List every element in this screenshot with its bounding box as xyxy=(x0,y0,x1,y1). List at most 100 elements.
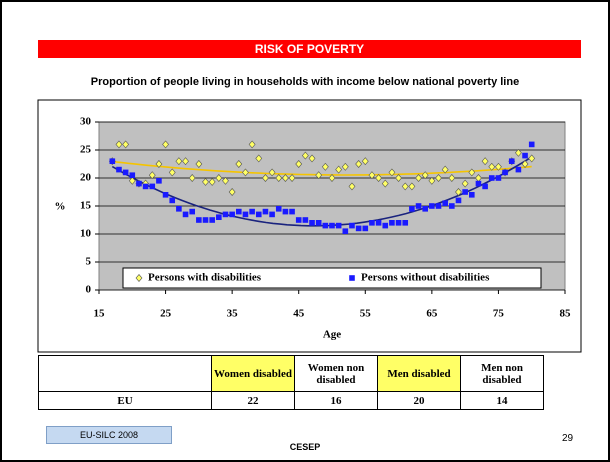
marker xyxy=(262,174,269,182)
trend-line xyxy=(112,160,532,176)
marker xyxy=(402,220,409,226)
marker xyxy=(448,174,456,182)
table-header: Men non disabled xyxy=(460,355,544,392)
marker xyxy=(455,188,462,196)
marker xyxy=(428,176,436,185)
marker xyxy=(196,217,202,223)
data-table: Women disabled Women non disabled Men di… xyxy=(38,355,544,410)
marker xyxy=(202,177,209,186)
marker xyxy=(248,140,256,149)
y-axis-label: % xyxy=(55,201,66,213)
x-tick-label: 45 xyxy=(293,308,305,320)
marker xyxy=(488,162,496,171)
marker xyxy=(255,211,262,218)
marker xyxy=(355,225,362,232)
marker xyxy=(168,168,176,177)
source-box: EU-SILC 2008 xyxy=(46,426,172,444)
marker xyxy=(115,140,123,149)
marker xyxy=(435,203,442,209)
marker xyxy=(182,211,189,218)
marker xyxy=(209,217,215,223)
marker xyxy=(375,220,382,226)
x-tick-label: 25 xyxy=(160,308,172,320)
marker xyxy=(149,183,156,190)
marker xyxy=(521,160,529,168)
marker xyxy=(495,162,502,171)
y-tick-label: 15 xyxy=(80,200,92,212)
marker xyxy=(208,177,216,186)
row-label: EU xyxy=(38,391,212,410)
marker xyxy=(442,200,448,206)
marker xyxy=(162,192,169,198)
marker xyxy=(222,211,229,218)
marker xyxy=(481,157,489,166)
marker xyxy=(449,203,455,209)
marker xyxy=(362,225,369,232)
page-number: 29 xyxy=(562,433,574,444)
marker xyxy=(295,160,303,168)
y-tick-label: 10 xyxy=(80,228,92,240)
legend-marker xyxy=(135,274,143,282)
marker xyxy=(469,192,475,198)
marker xyxy=(236,208,242,215)
table-header: Men disabled xyxy=(377,355,461,392)
marker xyxy=(315,220,322,226)
marker xyxy=(282,174,289,182)
marker xyxy=(389,220,395,226)
marker xyxy=(515,148,522,157)
marker xyxy=(189,208,195,215)
marker xyxy=(275,206,282,212)
marker xyxy=(375,174,382,182)
marker xyxy=(215,174,223,182)
trend-line xyxy=(111,156,533,227)
marker xyxy=(528,154,536,163)
marker xyxy=(136,180,142,187)
y-tick-label: 30 xyxy=(80,116,92,128)
y-tick-label: 25 xyxy=(80,144,92,156)
table-cell: 20 xyxy=(377,391,461,410)
y-tick-label: 20 xyxy=(80,172,92,184)
table-cell: 14 xyxy=(460,391,544,410)
marker xyxy=(515,166,522,173)
marker xyxy=(315,171,323,180)
marker xyxy=(235,160,243,168)
x-tick-label: 35 xyxy=(227,308,239,320)
marker xyxy=(321,162,329,171)
marker xyxy=(229,211,235,218)
marker xyxy=(156,178,162,184)
marker xyxy=(395,174,402,182)
marker xyxy=(328,174,336,182)
x-tick-label: 75 xyxy=(493,308,505,320)
marker xyxy=(381,179,389,188)
x-tick-label: 65 xyxy=(426,308,438,320)
marker xyxy=(302,217,309,223)
marker xyxy=(415,203,422,209)
marker xyxy=(162,140,169,149)
marker xyxy=(401,182,409,191)
marker xyxy=(242,211,249,218)
marker xyxy=(228,188,236,196)
marker xyxy=(175,157,183,166)
table-cell: 22 xyxy=(211,391,295,410)
marker xyxy=(289,208,295,215)
marker xyxy=(348,182,356,191)
marker xyxy=(242,168,249,177)
marker xyxy=(308,154,316,163)
x-tick-label: 85 xyxy=(560,308,572,320)
marker xyxy=(369,220,375,226)
marker xyxy=(216,214,222,220)
marker xyxy=(169,197,176,204)
marker xyxy=(309,220,315,226)
marker xyxy=(468,168,476,177)
marker xyxy=(288,174,296,182)
marker xyxy=(462,189,468,195)
marker xyxy=(388,168,396,177)
marker xyxy=(182,157,189,166)
marker xyxy=(502,169,508,176)
marker xyxy=(422,206,428,212)
marker xyxy=(148,171,156,180)
y-tick-label: 5 xyxy=(86,256,92,268)
marker xyxy=(482,183,488,190)
marker xyxy=(262,208,269,215)
